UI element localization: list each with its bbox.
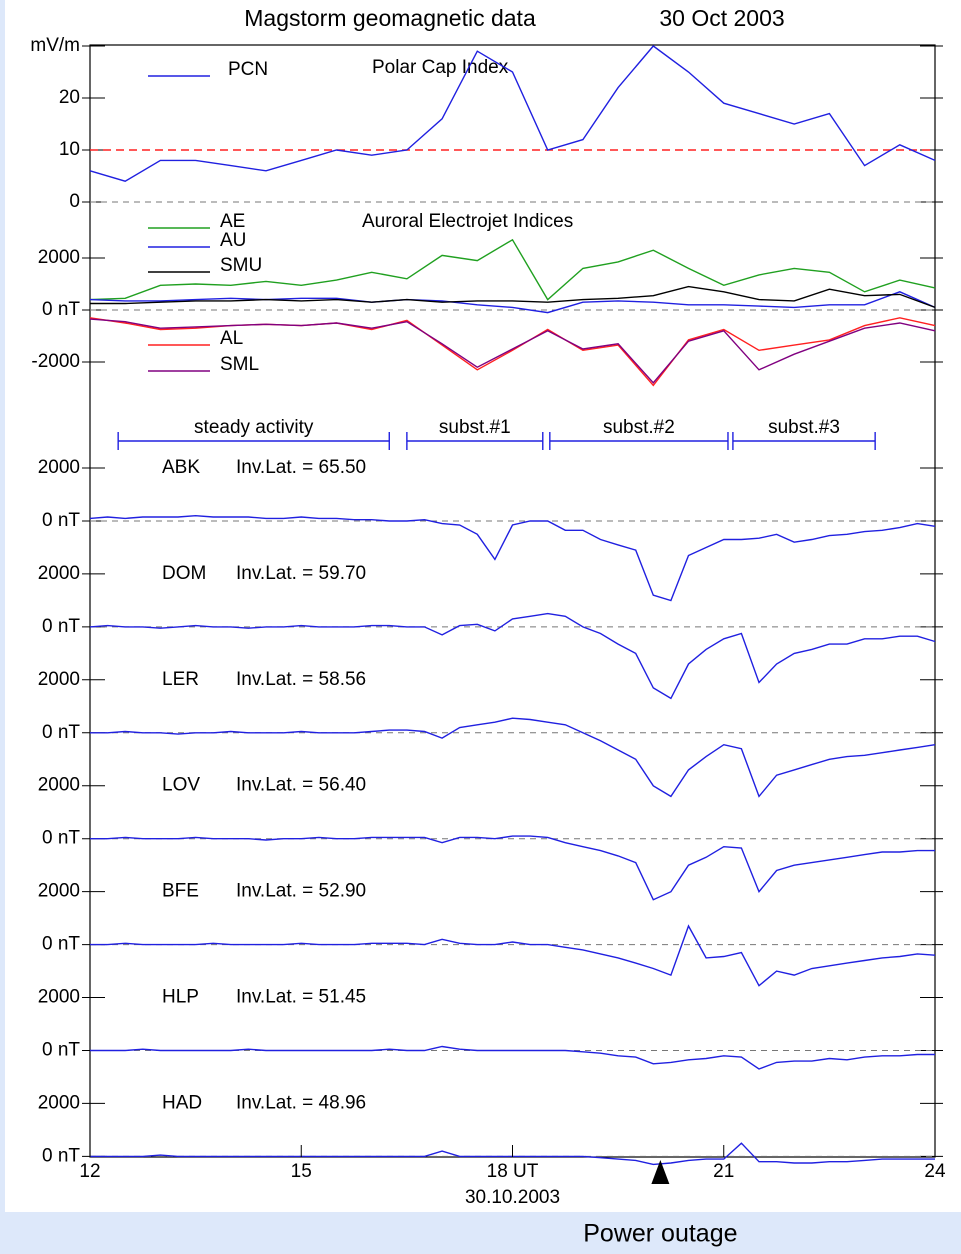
y-tick-label: 0 nT — [42, 616, 80, 637]
y-tick-label: 2000 — [38, 247, 80, 268]
series-line — [89, 238, 936, 301]
station-name: LOV — [162, 775, 200, 796]
phase-label: subst.#1 — [439, 417, 511, 438]
x-tick-label: 24 — [924, 1161, 946, 1182]
y-tick-label: 2000 — [38, 457, 80, 478]
y-tick-label: 2000 — [38, 563, 80, 584]
station-name: LER — [162, 669, 199, 690]
chart-title: Magstorm geomagnetic data — [244, 5, 536, 31]
y-tick-label: 2000 — [38, 987, 80, 1008]
y-tick-label: 10 — [59, 139, 80, 160]
station-latitude: Inv.Lat. = 52.90 — [236, 881, 366, 902]
phase-label: subst.#3 — [768, 417, 840, 438]
y-tick-label: 0 nT — [42, 299, 80, 320]
side-band — [0, 0, 5, 1212]
station-name: HLP — [162, 987, 199, 1008]
y-tick-label: 2000 — [38, 775, 80, 796]
y-tick-label: 0 nT — [42, 722, 80, 743]
panel-annotation: Auroral Electrojet Indices — [362, 211, 573, 232]
y-tick-label: 0 nT — [42, 1145, 80, 1166]
x-tick-label: 18 UT — [487, 1161, 539, 1182]
series-line — [89, 291, 936, 314]
y-tick-label: 20 — [59, 87, 80, 108]
station-line — [90, 717, 936, 798]
event-label: Power outage — [583, 1220, 737, 1248]
station-name: DOM — [162, 563, 206, 584]
x-tick-label: 21 — [713, 1161, 734, 1182]
station-latitude: Inv.Lat. = 48.96 — [236, 1092, 366, 1113]
legend-label: SML — [220, 354, 259, 375]
station-name: HAD — [162, 1092, 202, 1113]
legend-label: AU — [220, 230, 246, 251]
series-line — [90, 285, 936, 309]
y-tick-label: 0 nT — [42, 1040, 80, 1061]
y-tick-label: 2000 — [38, 1092, 80, 1113]
legend-label: AE — [220, 211, 245, 232]
station-latitude: Inv.Lat. = 56.40 — [236, 775, 366, 796]
legend-label: AL — [220, 328, 243, 349]
y-tick-label: 0 nT — [42, 934, 80, 955]
station-line — [90, 924, 936, 987]
y-tick-label: 2000 — [38, 881, 80, 902]
x-tick-label: 12 — [79, 1161, 100, 1182]
station-line — [90, 1045, 935, 1070]
station-line — [90, 835, 935, 901]
station-latitude: Inv.Lat. = 58.56 — [236, 669, 366, 690]
caption-band — [0, 1212, 961, 1254]
station-latitude: Inv.Lat. = 51.45 — [236, 987, 366, 1008]
x-axis-label: 30.10.2003 — [465, 1187, 560, 1208]
event-marker — [651, 1160, 670, 1184]
phase-label: subst.#2 — [603, 417, 675, 438]
y-tick-label: 0 — [69, 191, 80, 212]
station-line — [89, 612, 936, 700]
y-tick-label: -2000 — [31, 351, 80, 372]
station-latitude: Inv.Lat. = 65.50 — [236, 457, 366, 478]
station-line — [89, 514, 936, 602]
x-tick-label: 15 — [291, 1161, 312, 1182]
station-latitude: Inv.Lat. = 59.70 — [236, 563, 366, 584]
y-tick-label: mV/m — [30, 35, 80, 56]
panel-annotation: Polar Cap Index — [372, 57, 509, 78]
station-name: ABK — [162, 457, 200, 478]
y-tick-label: 0 nT — [42, 828, 80, 849]
station-name: BFE — [162, 881, 199, 902]
phase-label: steady activity — [194, 417, 314, 438]
series-line — [89, 45, 936, 182]
y-tick-label: 0 nT — [42, 510, 80, 531]
chart-date: 30 Oct 2003 — [659, 5, 784, 31]
series-line — [89, 318, 936, 384]
legend-label: SMU — [220, 255, 262, 276]
legend-label: PCN — [228, 59, 268, 80]
y-tick-label: 2000 — [38, 669, 80, 690]
